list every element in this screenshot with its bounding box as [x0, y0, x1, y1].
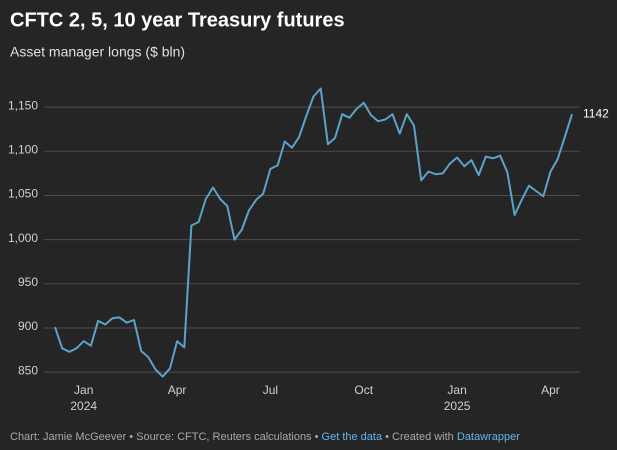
- y-tick-label: 950: [18, 275, 38, 289]
- x-tick-label: Apr: [541, 383, 560, 397]
- x-tick-label: Jan: [447, 383, 466, 397]
- x-tick-year: 2025: [444, 399, 471, 413]
- end-value-label: 1142: [583, 106, 609, 120]
- y-tick-label: 850: [18, 363, 38, 377]
- footer: Chart: Jamie McGeever • Source: CFTC, Re…: [10, 431, 520, 443]
- chart-subtitle: Asset manager longs ($ bln): [10, 44, 185, 60]
- tool-link[interactable]: Datawrapper: [456, 431, 520, 443]
- series-line: [54, 87, 573, 378]
- y-tick-label: 1,100: [8, 142, 38, 156]
- x-tick-label: Oct: [354, 383, 373, 397]
- x-tick-year: 2024: [70, 399, 97, 413]
- data-link[interactable]: Get the data: [321, 431, 383, 443]
- x-tick-label: Jul: [263, 383, 278, 397]
- chart-title: CFTC 2, 5, 10 year Treasury futures: [10, 9, 345, 31]
- y-tick-label: 900: [18, 319, 38, 333]
- y-tick-label: 1,150: [8, 98, 38, 112]
- y-tick-label: 1,000: [8, 231, 38, 245]
- chart: CFTC 2, 5, 10 year Treasury futures Asse…: [8, 9, 609, 413]
- x-tick-label: Jan: [74, 383, 93, 397]
- x-tick-label: Apr: [168, 383, 187, 397]
- credit: Chart: Jamie McGeever • Source: CFTC, Re…: [10, 431, 319, 443]
- y-tick-label: 1,050: [8, 187, 38, 201]
- created-with: • Created with: [385, 431, 454, 443]
